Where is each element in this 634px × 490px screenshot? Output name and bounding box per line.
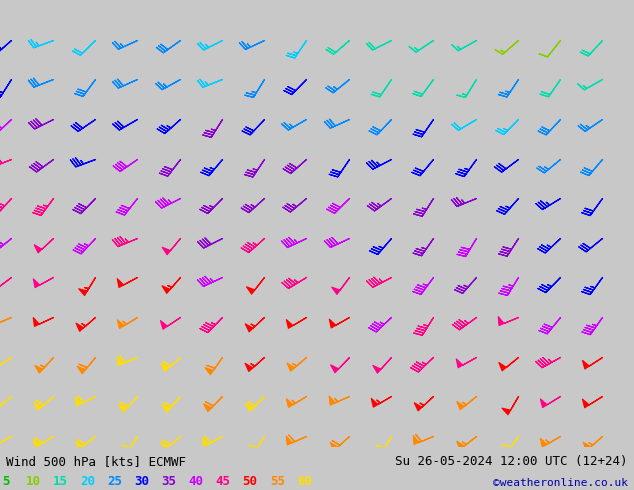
Text: Su 26-05-2024 12:00 UTC (12+24): Su 26-05-2024 12:00 UTC (12+24)	[395, 455, 628, 468]
Text: 10: 10	[26, 475, 41, 488]
Text: 50: 50	[243, 475, 257, 488]
Text: 20: 20	[80, 475, 95, 488]
Text: 60: 60	[297, 475, 312, 488]
Text: 25: 25	[107, 475, 122, 488]
Text: Wind 500 hPa [kts] ECMWF: Wind 500 hPa [kts] ECMWF	[6, 455, 186, 468]
Text: 55: 55	[269, 475, 285, 488]
Text: 35: 35	[162, 475, 176, 488]
Text: 30: 30	[134, 475, 149, 488]
Text: 40: 40	[188, 475, 204, 488]
Text: 5: 5	[3, 475, 10, 488]
Text: 15: 15	[53, 475, 68, 488]
Text: ©weatheronline.co.uk: ©weatheronline.co.uk	[493, 478, 628, 488]
Text: 45: 45	[216, 475, 231, 488]
